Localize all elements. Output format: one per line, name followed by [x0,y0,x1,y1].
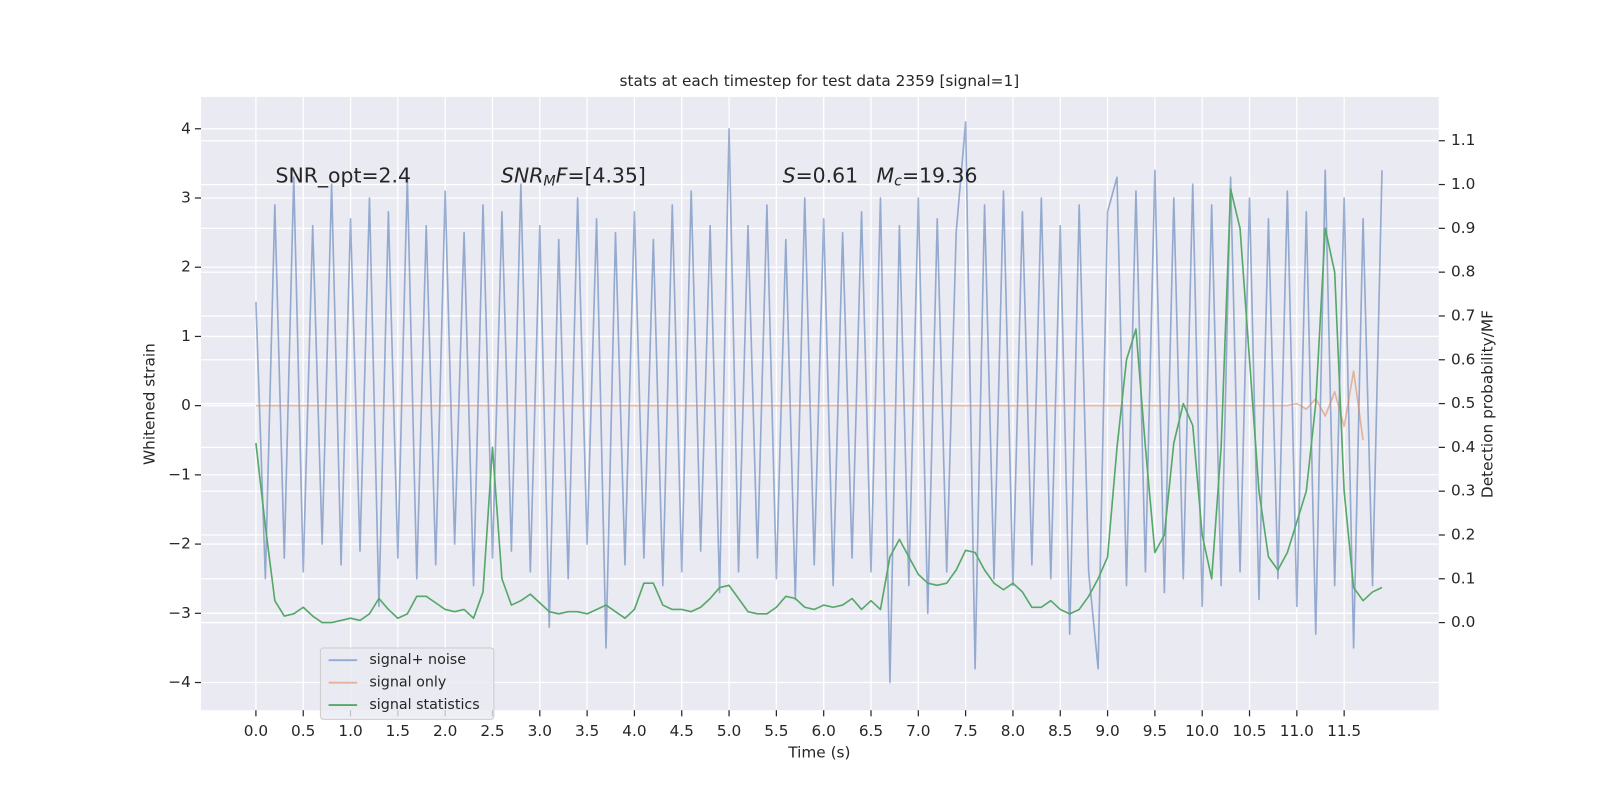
y2-tick-label: 0.5 [1451,394,1475,412]
y2-tick-label: 1.1 [1451,131,1475,149]
annotation-part: S [783,164,796,188]
y-axis-label: Whitened strain [141,343,159,465]
y-tick-label: −1 [168,465,191,483]
y2-tick-label: 0.1 [1451,569,1475,587]
annotation-part: =0.61 [796,164,859,188]
series-line [255,121,1383,684]
x-tick-label: 10.5 [1232,722,1266,740]
y-tick-label: −4 [168,673,191,691]
annotation-part: M [543,174,555,190]
x-axis-label: Time (s) [787,744,850,762]
y-tick-label: 3 [181,188,191,206]
series-line [255,188,1383,624]
annotation-part: M [877,164,895,188]
annotation: SNRMF=[4.35] [501,164,646,190]
x-tick-label: 11.0 [1280,722,1314,740]
x-tick-label: 7.5 [953,722,977,740]
y2-tick-label: 0.9 [1451,219,1475,237]
x-tick-label: 2.5 [480,722,504,740]
y-tick-label: 0 [181,396,191,414]
lines [255,121,1383,684]
y2-tick-label: 1.0 [1451,175,1475,193]
legend: signal+ noise signal only signal statistic… [319,647,495,720]
x-tick-label: 1.5 [386,722,410,740]
y-tick-label: −2 [168,535,191,553]
y2-tick-label: 0.2 [1451,525,1475,543]
labels: 0.0 0.5 1.0 1.5 2.0 2.5 3.0 3.5 4.0 4.5 5.0 5.5 6.0 6… [168,119,1475,740]
x-tick-label: 8.5 [1048,722,1072,740]
x-tick-label: 9.5 [1143,722,1167,740]
annotation-part: c [894,174,902,190]
x-tick-label: 7.0 [906,722,930,740]
series-line [255,370,1364,441]
x-tick-label: 3.0 [528,722,552,740]
x-tick-label: 2.0 [433,722,457,740]
x-tick-label: 10.0 [1185,722,1219,740]
y-tick-label: 2 [181,258,191,276]
y-tick-label: 1 [181,327,191,345]
annotation-part: SNR [501,164,543,188]
x-tick-label: 5.5 [764,722,788,740]
x-tick-label: 3.5 [575,722,599,740]
y2-tick-label: 0.4 [1451,438,1475,456]
annotation-part: =[4.35] [567,164,645,188]
legend-box [319,647,495,720]
x-tick-label: 4.0 [622,722,646,740]
annotation-part: F [556,164,568,188]
x-tick-label: 1.0 [338,722,362,740]
x-tick-label: 6.5 [859,722,883,740]
x-tick-label: 0.5 [291,722,315,740]
y-tick-label: −3 [168,604,191,622]
annotation-part: =19.36 [902,164,977,188]
y2-tick-label: 0.6 [1451,350,1475,368]
x-tick-label: 4.5 [670,722,694,740]
x-tick-label: 0.0 [244,722,268,740]
x-tick-label: 9.0 [1095,722,1119,740]
x-tick-label: 5.0 [717,722,741,740]
y2-tick-label: 0.8 [1451,263,1475,281]
annotation: Mc=19.36 [877,164,978,190]
y2-axis-label: Detection probability/MF [1478,310,1496,498]
legend-label: signal only [369,675,446,691]
annotation: SNR_opt=2.4 [276,164,412,189]
y2-tick-label: 0.3 [1451,482,1475,500]
annotation-part: SNR_opt=2.4 [276,164,412,189]
legend-label: signal+ noise [369,652,466,668]
x-tick-label: 8.0 [1001,722,1025,740]
legend-label: signal statistics [369,697,479,713]
annotation: S=0.61 [783,164,858,188]
chart-title: stats at each timestep for test data 235… [620,72,1020,90]
y2-tick-label: 0.7 [1451,306,1475,324]
x-tick-label: 6.0 [812,722,836,740]
x-tick-label: 11.5 [1327,722,1361,740]
y-tick-label: 4 [181,119,191,137]
y2-tick-label: 0.0 [1451,613,1475,631]
